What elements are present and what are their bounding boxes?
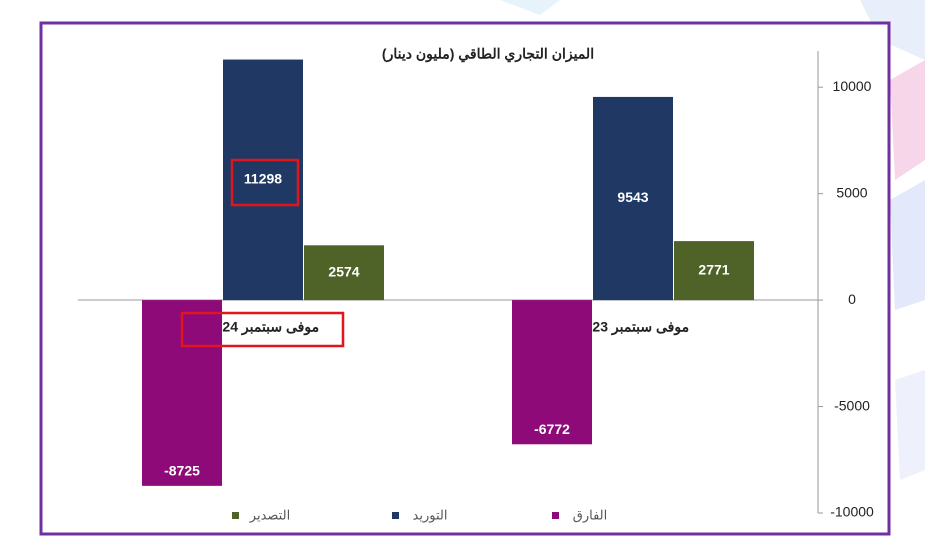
- bar: [593, 96, 673, 301]
- decor: [890, 180, 925, 310]
- highlight-box: [230, 158, 300, 207]
- legend-label: التصدير: [249, 507, 290, 523]
- legend-swatch: [392, 512, 399, 519]
- legend-swatch: [552, 512, 559, 519]
- value-label: -6772: [534, 421, 570, 437]
- y-tick-label: -5000: [834, 397, 870, 413]
- decor: [890, 60, 925, 180]
- value-label: 2771: [698, 261, 729, 277]
- x-tick-label: موفى سبتمبر 2024: [207, 319, 319, 336]
- highlight-box: [180, 311, 345, 348]
- decor: [500, 0, 560, 15]
- bar: [304, 245, 384, 301]
- x-tick-label: موفى سبتمبر 2023: [577, 319, 689, 336]
- legend-label: التوريد: [413, 507, 448, 523]
- bar: [223, 59, 303, 301]
- value-label: 9543: [617, 189, 648, 205]
- value-label: 2574: [328, 263, 359, 279]
- decor: [895, 370, 925, 480]
- chart-title: الميزان التجاري الطاقي (مليون دينار): [382, 46, 594, 63]
- y-tick-label: 10000: [833, 78, 872, 94]
- bar: [674, 241, 754, 301]
- legend-label: الفارق: [573, 507, 607, 523]
- y-tick-label: -10000: [830, 504, 874, 520]
- value-label: -8725: [164, 463, 200, 479]
- y-tick-label: 0: [848, 291, 856, 307]
- bar: [512, 300, 592, 445]
- plot: -10000 -5000 0 5000 10000 موفى سبتمبر 2023 277…: [142, 59, 874, 523]
- value-label: 11298: [244, 171, 282, 187]
- decor: [860, 0, 925, 60]
- y-tick-label: 5000: [836, 184, 867, 200]
- legend-swatch: [232, 512, 239, 519]
